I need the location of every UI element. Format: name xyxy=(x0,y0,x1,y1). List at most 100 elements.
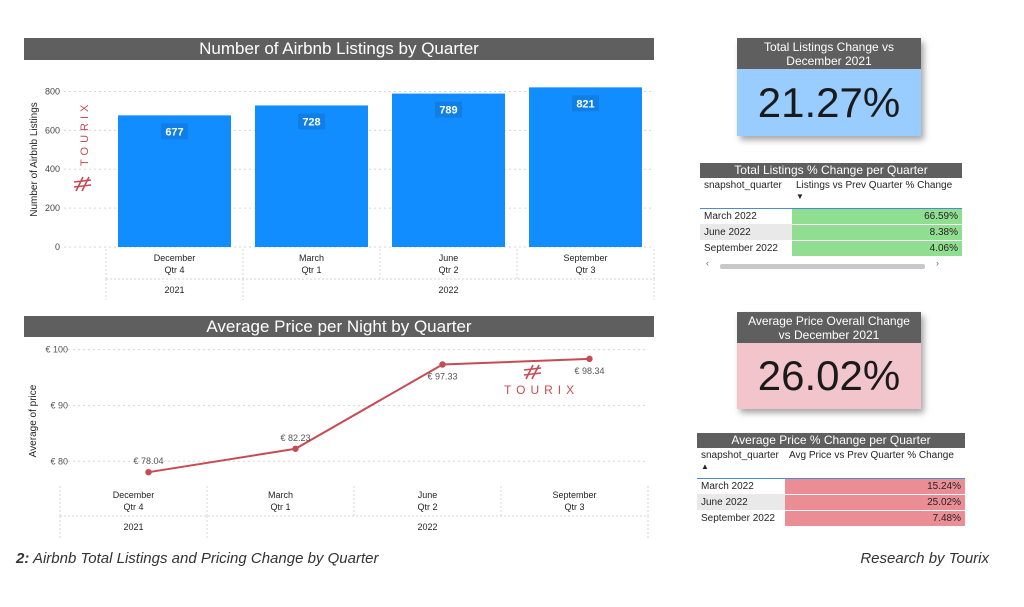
x-tick-year: 2022 xyxy=(417,522,437,532)
column-header-quarter[interactable]: snapshot_quarter xyxy=(704,180,782,191)
data-label: € 97.33 xyxy=(427,371,457,381)
cell-change: 66.59% xyxy=(792,208,962,225)
data-label-bg xyxy=(161,123,188,140)
cell-change: 8.38% xyxy=(792,224,962,241)
x-tick-quarter: Qtr 1 xyxy=(270,502,290,512)
data-point[interactable] xyxy=(292,445,299,452)
table-title: Total Listings % Change per Quarter xyxy=(700,163,962,178)
x-tick-label: September xyxy=(552,490,596,500)
cell-change: 7.48% xyxy=(785,510,965,527)
horizontal-scrollbar[interactable]: ‹ › xyxy=(700,257,962,271)
y-tick-label: 200 xyxy=(45,203,60,213)
x-tick-year: 2022 xyxy=(438,285,458,295)
y-tick-label: € 80 xyxy=(50,456,68,466)
data-label: 821 xyxy=(576,98,594,110)
x-tick-quarter: Qtr 4 xyxy=(164,265,184,275)
table-title: Average Price % Change per Quarter xyxy=(697,433,965,448)
x-tick-year: 2021 xyxy=(164,285,184,295)
scroll-left-icon[interactable]: ‹ xyxy=(706,257,709,268)
sort-asc-icon: ▲ xyxy=(701,462,709,471)
cell-change: 4.06% xyxy=(792,240,962,257)
tourix-mark-icon xyxy=(523,364,542,380)
table-row[interactable]: March 2022 15.24% xyxy=(697,478,965,495)
y-tick-label: 800 xyxy=(45,86,60,96)
cell-quarter: September 2022 xyxy=(701,512,775,524)
cell-change: 25.02% xyxy=(785,494,965,511)
data-label: 728 xyxy=(302,116,320,128)
figure-caption: 2: Airbnb Total Listings and Pricing Cha… xyxy=(16,550,378,567)
line-chart-title: Average Price per Night by Quarter xyxy=(24,316,654,337)
data-label: 677 xyxy=(165,126,183,138)
cell-quarter: June 2022 xyxy=(701,496,748,508)
x-tick-quarter: Qtr 2 xyxy=(417,502,437,512)
tourix-watermark: TOURIX xyxy=(73,101,92,192)
tourix-watermark: TOURIX xyxy=(504,364,579,397)
listings-change-table: Total Listings % Change per Quarter snap… xyxy=(700,163,962,271)
table-row[interactable]: March 2022 66.59% xyxy=(700,208,962,225)
sort-desc-icon: ▼ xyxy=(796,192,804,201)
x-tick-quarter: Qtr 3 xyxy=(575,265,595,275)
data-point[interactable] xyxy=(145,468,152,476)
data-label: € 78.04 xyxy=(133,456,163,466)
x-tick-quarter: Qtr 2 xyxy=(438,265,458,275)
data-label: 789 xyxy=(439,105,457,117)
kpi-card-price-change: Average Price Overall Change vs December… xyxy=(737,312,921,409)
x-tick-label: June xyxy=(439,253,459,263)
bar-chart-title: Number of Airbnb Listings by Quarter xyxy=(24,38,654,60)
watermark-text: TOURIX xyxy=(504,383,579,397)
cell-quarter: March 2022 xyxy=(701,480,754,492)
data-label-bg xyxy=(572,95,599,112)
price-series-line xyxy=(148,357,590,474)
price-change-table: Average Price % Change per Quarter snaps… xyxy=(697,433,965,527)
y-tick-label: 400 xyxy=(45,164,60,174)
y-tick-label: € 90 xyxy=(50,400,68,410)
price-line-chart: € 80 € 90 € 100 Average of price € 78.04 € 82… xyxy=(28,345,649,538)
data-point[interactable] xyxy=(439,361,446,368)
cell-quarter: September 2022 xyxy=(704,242,778,254)
kpi-value: 26.02% xyxy=(737,343,921,409)
data-label: € 82.23 xyxy=(280,433,310,443)
x-tick-quarter: Qtr 4 xyxy=(123,502,143,512)
table-row[interactable]: June 2022 25.02% xyxy=(697,494,965,511)
data-label-bg xyxy=(435,101,462,118)
x-tick-quarter: Qtr 3 xyxy=(564,502,584,512)
bar-september[interactable] xyxy=(529,87,642,247)
kpi-card-listings-change: Total Listings Change vs December 2021 2… xyxy=(737,38,921,136)
listings-bar-chart: 0 200 400 600 800 Number of Airbnb Listings 67… xyxy=(29,86,655,300)
y-axis-title: Number of Airbnb Listings xyxy=(29,102,40,217)
y-axis-title: Average of price xyxy=(28,384,39,457)
scrollbar-thumb[interactable] xyxy=(720,263,925,269)
x-tick-label: March xyxy=(299,253,324,263)
column-header-change[interactable]: Listings vs Prev Quarter % Change ▼ xyxy=(796,180,953,201)
cell-quarter: March 2022 xyxy=(704,210,757,222)
data-label-bg xyxy=(298,113,325,130)
x-tick-label: December xyxy=(113,490,155,500)
kpi-value: 21.27% xyxy=(737,69,921,136)
cell-quarter: June 2022 xyxy=(704,226,751,238)
table-row[interactable]: September 2022 7.48% xyxy=(697,510,965,527)
y-tick-label: 0 xyxy=(55,242,60,252)
scroll-right-icon[interactable]: › xyxy=(936,257,939,268)
caption-number: 2: xyxy=(16,550,30,567)
research-credit: Research by Tourix xyxy=(860,550,989,567)
x-tick-quarter: Qtr 1 xyxy=(301,265,321,275)
kpi-header: Total Listings Change vs December 2021 xyxy=(737,38,921,69)
table-row[interactable]: September 2022 4.06% xyxy=(700,240,962,257)
column-header-change[interactable]: Avg Price vs Prev Quarter % Change xyxy=(789,450,954,461)
table-row[interactable]: June 2022 8.38% xyxy=(700,224,962,241)
y-tick-label: € 100 xyxy=(45,345,68,355)
data-point[interactable] xyxy=(586,355,593,363)
column-header-quarter[interactable]: snapshot_quarter ▲ xyxy=(701,450,779,471)
x-tick-label: June xyxy=(418,490,438,500)
caption-text: Airbnb Total Listings and Pricing Change… xyxy=(32,550,379,567)
kpi-header: Average Price Overall Change vs December… xyxy=(737,312,921,343)
x-tick-label: September xyxy=(563,253,607,263)
x-tick-year: 2021 xyxy=(123,522,143,532)
x-tick-label: March xyxy=(268,490,293,500)
bar-june[interactable] xyxy=(392,93,505,247)
watermark-text: TOURIX xyxy=(79,101,91,166)
tourix-mark-icon xyxy=(73,176,92,192)
data-label: € 98.34 xyxy=(574,366,604,376)
y-tick-label: 600 xyxy=(45,125,60,135)
cell-change: 15.24% xyxy=(785,478,965,495)
